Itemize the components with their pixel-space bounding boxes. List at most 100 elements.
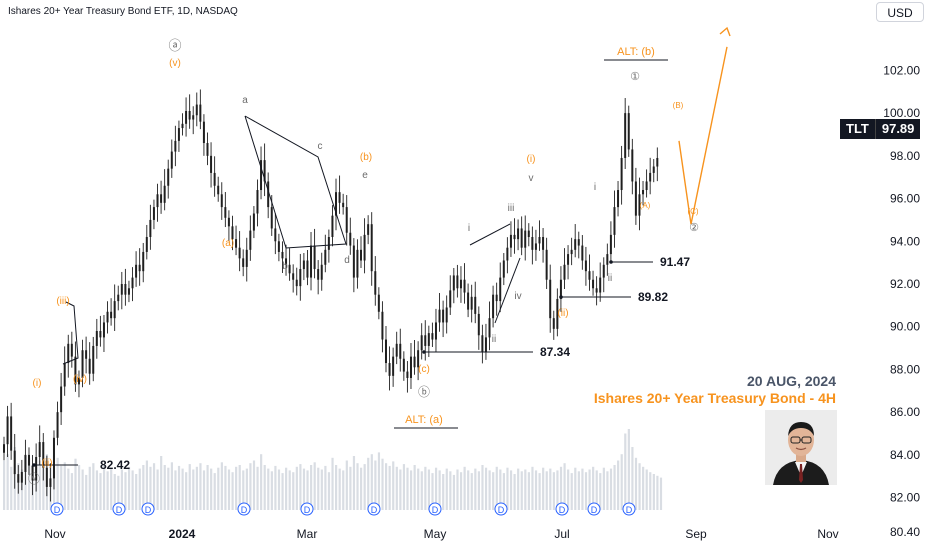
candle-body	[152, 207, 155, 220]
wave-label: (ii)	[557, 308, 568, 319]
volume-bar	[6, 454, 9, 510]
y-tick-label: 98.00	[890, 149, 920, 163]
candle-body	[227, 217, 230, 227]
candle-body	[49, 478, 52, 487]
dividend-marker-label: D	[304, 505, 311, 515]
volume-bar	[349, 466, 352, 510]
volume-bar	[549, 468, 552, 510]
volume-bar	[556, 470, 559, 510]
candle-body	[317, 269, 320, 280]
wave-label: c	[318, 141, 323, 152]
candle-body	[463, 279, 466, 293]
overlay-title: Ishares 20+ Year Treasury Bond - 4H	[593, 390, 836, 406]
volume-bar	[60, 465, 63, 510]
volume-bar	[124, 472, 127, 510]
level-dot	[559, 295, 563, 299]
candle-body	[292, 273, 295, 280]
y-tick-label: 82.00	[890, 491, 920, 505]
volume-bar	[170, 462, 173, 510]
candle-body	[81, 350, 84, 378]
volume-bar	[210, 468, 213, 510]
candle-body	[638, 194, 641, 216]
candle-body	[299, 269, 302, 287]
candle-body	[267, 181, 270, 208]
volume-bar	[202, 470, 206, 510]
volume-bar	[363, 464, 366, 510]
wave-label: (b)	[360, 152, 372, 163]
volume-bar	[524, 469, 527, 510]
dividend-marker	[622, 502, 636, 516]
volume-bar	[481, 465, 484, 510]
volume-bar	[3, 460, 6, 510]
candle-body	[363, 234, 366, 261]
projection-arrowhead	[719, 26, 731, 37]
candle-body	[599, 277, 602, 293]
candle-body	[110, 311, 113, 319]
candle-body	[242, 258, 245, 267]
candle-body	[467, 292, 470, 310]
wave-label: iii	[508, 203, 515, 214]
wave-label: (A)	[640, 201, 651, 210]
volume-bar	[659, 477, 663, 510]
volume-bar	[252, 460, 256, 510]
wave-label: i	[468, 223, 470, 234]
volume-bar	[449, 471, 452, 510]
candle-body	[477, 313, 480, 336]
volume-bar	[588, 469, 591, 510]
candle-body	[160, 194, 163, 203]
volume-bar	[295, 466, 298, 510]
candle-body	[327, 237, 330, 250]
volume-bar	[520, 471, 523, 510]
volume-bar	[531, 466, 534, 510]
volume-bar	[338, 468, 341, 510]
volume-bar	[592, 466, 595, 510]
volume-bar	[499, 469, 502, 510]
candle-body	[449, 290, 452, 308]
wave-label: b	[282, 261, 288, 272]
volume-bar	[395, 466, 398, 510]
candle-body	[520, 228, 523, 248]
wave-label: i	[594, 182, 596, 193]
candle-body	[620, 157, 623, 191]
y-tick-label: 100.00	[883, 106, 920, 120]
volume-bar	[620, 454, 623, 510]
candle-body	[542, 237, 545, 250]
x-tick-label: Mar	[297, 527, 318, 541]
volume-bar	[27, 457, 31, 510]
candle-body	[324, 249, 327, 265]
volume-bar	[384, 463, 388, 510]
candle-body	[145, 237, 148, 252]
volume-bar	[452, 474, 456, 510]
volume-bar	[120, 469, 124, 510]
volume-bar	[652, 474, 655, 510]
ticker-symbol: TLT	[840, 119, 875, 139]
candle-body	[420, 335, 423, 351]
candle-body	[63, 363, 66, 387]
candle-body	[395, 343, 398, 357]
volume-bar	[627, 429, 630, 510]
volume-bar	[106, 471, 109, 510]
y-tick-label: 94.00	[890, 234, 920, 248]
wave-label: iv	[514, 291, 521, 302]
volume-bar	[538, 473, 541, 510]
volume-bar	[345, 460, 348, 510]
volume-bar	[135, 474, 138, 510]
volume-bar	[160, 456, 163, 510]
volume-bar	[456, 469, 459, 510]
currency-button[interactable]: USD	[876, 2, 924, 22]
candle-body	[245, 249, 248, 267]
volume-bar	[63, 462, 66, 510]
volume-bar	[506, 467, 509, 510]
candle-body	[213, 172, 216, 186]
candle-body	[131, 277, 134, 289]
candle-body	[13, 450, 16, 475]
volume-bar	[545, 471, 548, 510]
volume-bar	[292, 472, 295, 510]
dividend-marker	[50, 502, 64, 516]
volume-bar	[274, 465, 277, 510]
last-price-tag: TLT 97.89	[840, 119, 921, 139]
candle-body	[381, 311, 384, 340]
level-label: 89.82	[638, 290, 668, 304]
volume-bar	[542, 467, 545, 510]
